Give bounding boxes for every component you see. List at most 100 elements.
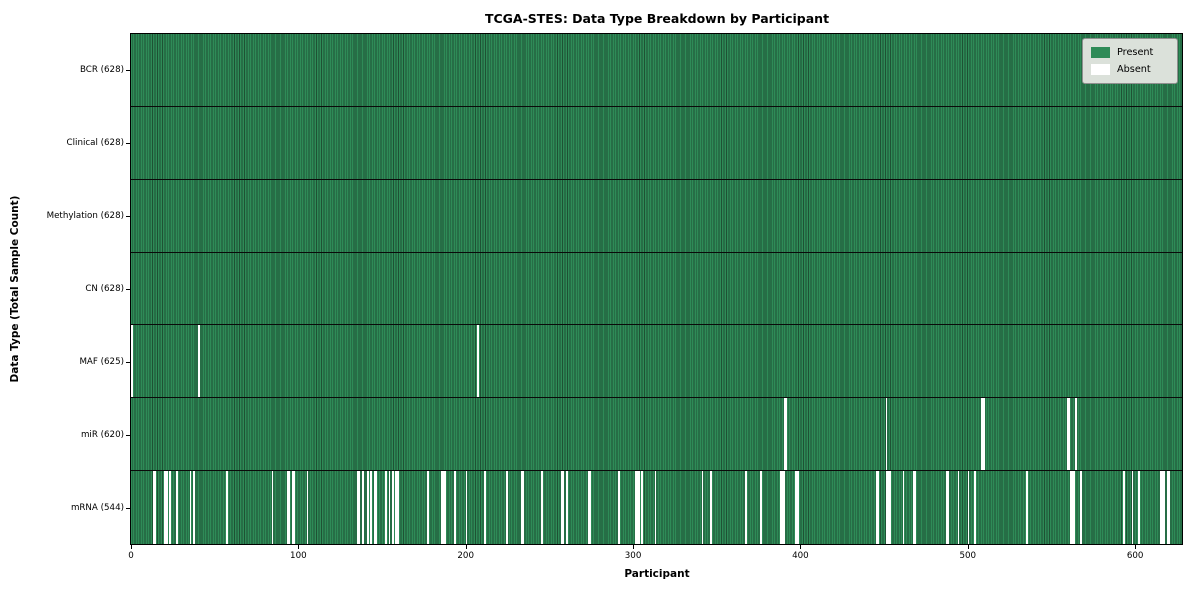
absent-gap <box>453 471 456 544</box>
absent-gap <box>795 471 799 544</box>
absent-gap <box>875 471 880 544</box>
y-tick-mark <box>126 361 130 363</box>
y-axis-label: Data Type (Total Sample Count) <box>9 195 21 383</box>
heatmap-row-maf <box>131 325 1182 399</box>
absent-gap <box>385 471 388 544</box>
absent-gap <box>520 471 525 544</box>
absent-gap <box>286 471 290 544</box>
absent-gap <box>974 471 977 544</box>
plot-area <box>130 33 1183 545</box>
absent-gap <box>1131 471 1134 544</box>
x-tick-label: 0 <box>128 551 134 561</box>
absent-gap <box>654 471 657 544</box>
x-tick-mark <box>298 545 300 549</box>
x-tick-mark <box>800 545 802 549</box>
absent-gap <box>1160 471 1166 544</box>
x-tick-label: 600 <box>1126 551 1144 561</box>
heatmap-row-clinical <box>131 106 1182 180</box>
absent-gap <box>967 471 970 544</box>
absent-gap <box>505 471 508 544</box>
absent-gap <box>392 471 394 544</box>
legend-label-absent: Absent <box>1117 64 1151 75</box>
absent-gap <box>1066 398 1070 471</box>
absent-gap <box>176 471 178 544</box>
x-tick-label: 200 <box>457 551 474 561</box>
absent-gap <box>226 471 229 544</box>
y-tick-mark <box>126 216 130 218</box>
y-tick-label: Methylation (628) <box>46 211 124 222</box>
absent-gap <box>197 325 200 398</box>
absent-gap <box>566 471 568 544</box>
absent-gap <box>388 471 391 544</box>
y-tick-label: CN (628) <box>85 284 124 294</box>
heatmap-row-mrna <box>131 471 1182 544</box>
y-tick-mark <box>126 434 130 436</box>
absent-gap <box>1166 471 1171 544</box>
x-tick-label: 300 <box>624 551 642 561</box>
x-tick-mark <box>633 545 635 549</box>
absent-gap <box>981 398 985 471</box>
present-swatch-icon <box>1091 47 1110 58</box>
absent-gap <box>366 471 369 544</box>
absent-gap <box>885 398 888 471</box>
heatmap-row-cn <box>131 252 1182 326</box>
y-tick-mark <box>126 507 130 509</box>
legend-item-present: Present <box>1091 44 1169 61</box>
absent-gap <box>1069 471 1075 544</box>
legend: Present Absent <box>1082 38 1178 84</box>
x-tick-label: 500 <box>959 551 977 561</box>
chart-title: TCGA-STES: Data Type Breakdown by Partic… <box>484 11 830 26</box>
absent-gap <box>701 471 704 544</box>
legend-item-absent: Absent <box>1091 61 1169 78</box>
absent-gap <box>745 471 747 544</box>
absent-gap <box>477 325 480 398</box>
x-tick-mark <box>967 545 969 549</box>
y-tick-label: MAF (625) <box>79 356 124 367</box>
absent-gap <box>561 471 565 544</box>
absent-gap <box>957 471 960 544</box>
absent-gap <box>618 471 620 544</box>
absent-gap <box>427 471 429 544</box>
y-tick-label: miR (620) <box>80 429 124 440</box>
y-tick-label: Clinical (628) <box>66 138 124 149</box>
absent-gap <box>946 471 950 544</box>
absent-gap <box>291 471 295 544</box>
absent-gap <box>587 471 592 544</box>
x-tick-mark <box>465 545 467 549</box>
absent-gap <box>641 471 644 544</box>
absent-gap <box>271 471 274 544</box>
absent-gap <box>1026 471 1029 544</box>
absent-gap <box>306 471 309 544</box>
x-axis-label: Participant <box>624 568 690 580</box>
absent-gap <box>370 471 372 544</box>
absent-swatch-icon <box>1091 64 1110 75</box>
absent-gap <box>395 471 399 544</box>
absent-gap <box>440 471 446 544</box>
x-tick-mark <box>1135 545 1137 549</box>
absent-gap <box>484 471 486 544</box>
absent-gap <box>541 471 543 544</box>
absent-gap <box>634 471 640 544</box>
absent-gap <box>356 471 361 544</box>
absent-gap <box>912 471 916 544</box>
x-tick-label: 100 <box>290 551 307 561</box>
y-tick-label: BCR (628) <box>79 65 124 76</box>
absent-gap <box>710 471 712 544</box>
absent-gap <box>192 471 195 544</box>
y-tick-mark <box>126 70 130 72</box>
absent-gap <box>760 471 762 544</box>
y-tick-mark <box>126 143 130 145</box>
absent-gap <box>169 471 172 544</box>
y-tick-mark <box>126 289 130 290</box>
absent-gap <box>885 471 891 544</box>
heatmap-row-methylation <box>131 179 1182 253</box>
absent-gap <box>373 471 377 544</box>
y-tick-label: mRNA (544) <box>70 502 124 513</box>
absent-gap <box>902 471 905 544</box>
absent-gap <box>1123 471 1126 544</box>
absent-gap <box>465 471 468 544</box>
absent-gap <box>783 398 788 471</box>
absent-gap <box>189 471 192 544</box>
x-tick-mark <box>131 545 132 549</box>
